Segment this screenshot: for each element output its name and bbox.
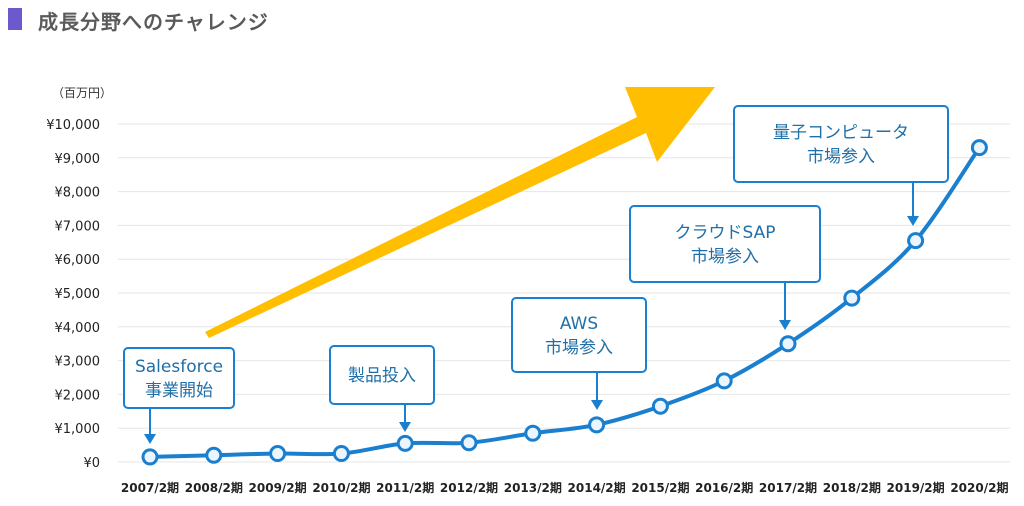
- x-tick-label: 2007/2期: [121, 480, 179, 495]
- callout-box: [511, 297, 647, 373]
- data-point: [269, 445, 287, 463]
- callout-pointer-head: [591, 400, 603, 410]
- y-tick-label: ¥1,000: [55, 422, 101, 437]
- x-tick-label: 2010/2期: [312, 480, 370, 495]
- x-tick-label: 2017/2期: [759, 480, 817, 495]
- callout-label: 事業開始: [145, 381, 213, 401]
- y-tick-label: ¥7,000: [55, 219, 101, 234]
- callout-box: [733, 105, 949, 183]
- y-tick-label: ¥3,000: [55, 355, 101, 370]
- data-point: [588, 416, 606, 434]
- y-tick-label: ¥2,000: [55, 388, 101, 403]
- callout-label: AWS: [560, 314, 598, 334]
- data-point: [396, 434, 414, 452]
- callout-label: クラウドSAP: [675, 223, 776, 243]
- callout-pointer-head: [779, 320, 791, 330]
- x-tick-label: 2008/2期: [185, 480, 243, 495]
- data-point: [907, 232, 925, 250]
- y-tick-label: ¥8,000: [55, 186, 101, 201]
- x-tick-label: 2013/2期: [504, 480, 562, 495]
- y-tick-label: ¥4,000: [55, 321, 101, 336]
- y-unit-label: （百万円）: [52, 86, 112, 100]
- x-tick-label: 2011/2期: [376, 480, 434, 495]
- callout-pointer-head: [399, 422, 411, 432]
- data-point: [843, 289, 861, 307]
- callout-label: Salesforce: [135, 357, 223, 377]
- x-tick-label: 2016/2期: [695, 480, 753, 495]
- callout-label: 市場参入: [545, 338, 613, 358]
- callout-box: [329, 345, 435, 405]
- growth-arrow: [205, 87, 715, 338]
- title-accent-bar: [8, 8, 22, 30]
- data-point: [332, 445, 350, 463]
- data-point: [524, 424, 542, 442]
- x-tick-label: 2019/2期: [887, 480, 945, 495]
- callout-box: [629, 205, 821, 283]
- callout-pointer-head: [144, 434, 156, 444]
- y-tick-label: ¥5,000: [55, 287, 101, 302]
- data-point: [970, 139, 988, 157]
- y-tick-label: ¥0: [83, 456, 100, 471]
- x-tick-label: 2012/2期: [440, 480, 498, 495]
- data-point: [651, 397, 669, 415]
- callout-label: 製品投入: [348, 366, 416, 386]
- data-point: [141, 448, 159, 466]
- y-tick-label: ¥10,000: [46, 118, 100, 133]
- data-point: [460, 434, 478, 452]
- data-point: [779, 335, 797, 353]
- callout-label: 量子コンピュータ: [773, 123, 909, 143]
- y-tick-label: ¥6,000: [55, 253, 101, 268]
- x-tick-label: 2009/2期: [249, 480, 307, 495]
- page-title: 成長分野へのチャレンジ: [38, 10, 269, 34]
- callout-label: 市場参入: [807, 147, 875, 167]
- callout-pointer-head: [907, 216, 919, 226]
- callout-label: 市場参入: [691, 247, 759, 267]
- x-tick-label: 2018/2期: [823, 480, 881, 495]
- data-point: [205, 446, 223, 464]
- x-tick-label: 2014/2期: [568, 480, 626, 495]
- callout-box: [123, 347, 235, 409]
- x-tick-label: 2020/2期: [950, 480, 1008, 495]
- data-point: [715, 372, 733, 390]
- y-tick-label: ¥9,000: [55, 152, 101, 167]
- x-tick-label: 2015/2期: [631, 480, 689, 495]
